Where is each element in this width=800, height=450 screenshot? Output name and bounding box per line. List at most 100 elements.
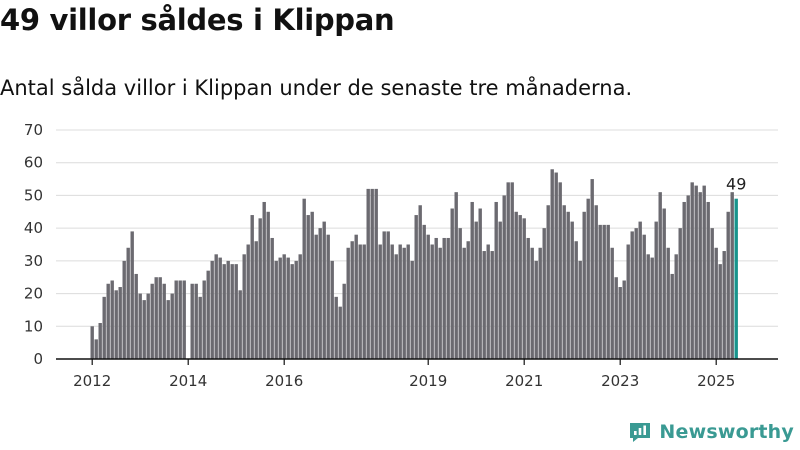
bar: [606, 224, 610, 359]
bar: [446, 237, 450, 359]
bar: [370, 188, 374, 359]
bar: [138, 293, 142, 359]
bar: [190, 283, 194, 359]
bar: [98, 323, 102, 359]
bar: [230, 264, 234, 359]
x-tick-label: 2019: [409, 372, 447, 390]
bar: [366, 188, 370, 359]
bar: [618, 287, 622, 359]
bar: [658, 192, 662, 359]
bar: [358, 244, 362, 359]
bar: [290, 264, 294, 359]
bar: [274, 260, 278, 359]
bar: [698, 192, 702, 359]
bar: [166, 300, 170, 359]
bar: [102, 296, 106, 359]
bar: [694, 185, 698, 359]
bar: [722, 251, 726, 359]
bar: [610, 247, 614, 359]
bar: [286, 257, 290, 359]
bar: [162, 283, 166, 359]
bar: [106, 283, 110, 359]
bar: [570, 221, 574, 359]
bar: [294, 260, 298, 359]
bar: [118, 287, 122, 359]
bar: [334, 296, 338, 359]
bar: [426, 234, 430, 359]
bar: [490, 251, 494, 359]
bar: [182, 280, 186, 359]
bar: [430, 244, 434, 359]
bar: [666, 247, 670, 359]
bar: [318, 228, 322, 359]
bar: [582, 211, 586, 359]
bar: [154, 277, 158, 359]
chart-subtitle: Antal sålda villor i Klippan under de se…: [0, 76, 633, 100]
bar: [510, 182, 514, 359]
bar: [142, 300, 146, 359]
bar: [506, 182, 510, 359]
bar: [402, 247, 406, 359]
bar: [210, 260, 214, 359]
bar: [718, 264, 722, 359]
bar: [630, 231, 634, 359]
bar: [662, 208, 666, 359]
bar: [346, 247, 350, 359]
bar: [450, 208, 454, 359]
bar: [246, 244, 250, 359]
bar: [646, 254, 650, 359]
bar: [398, 244, 402, 359]
bar: [378, 244, 382, 359]
bar: [502, 195, 506, 359]
bar: [414, 215, 418, 359]
bar: [462, 247, 466, 359]
bar: [518, 215, 522, 359]
bar: [598, 224, 602, 359]
bar: [202, 280, 206, 359]
x-tick-label: 2025: [697, 372, 735, 390]
bar: [530, 247, 534, 359]
x-tick-label: 2021: [505, 372, 543, 390]
bar: [550, 169, 554, 359]
bar: [406, 244, 410, 359]
bar: [410, 260, 414, 359]
bar: [374, 188, 378, 359]
bar: [330, 260, 334, 359]
bar: [238, 290, 242, 359]
bar: [578, 260, 582, 359]
x-tick-label: 2016: [265, 372, 303, 390]
bar: [298, 254, 302, 359]
bar: [270, 237, 274, 359]
y-tick-label: 60: [24, 154, 43, 172]
labels: 0 10 20 30 40 50 60 70 2012 2014 2016 2019 2021 2023 2…: [24, 121, 746, 390]
bar: [458, 228, 462, 359]
bar: [342, 283, 346, 359]
bar: [678, 228, 682, 359]
bar: [622, 280, 626, 359]
bar: [534, 260, 538, 359]
bar: [362, 244, 366, 359]
bar: [442, 237, 446, 359]
bar: [282, 254, 286, 359]
bar: [114, 290, 118, 359]
brand-logo[interactable]: Newsworthy: [628, 420, 794, 444]
bar: [654, 221, 658, 359]
bar: [90, 326, 94, 359]
bar: [158, 277, 162, 359]
bar: [418, 205, 422, 359]
bar: [214, 254, 218, 359]
bar: [470, 201, 474, 359]
bar: [614, 277, 618, 359]
bar: [566, 211, 570, 359]
bar: [482, 251, 486, 359]
bar: [310, 211, 314, 359]
bar: [726, 211, 730, 359]
bar: [126, 247, 130, 359]
bar: [350, 241, 354, 359]
bar: [670, 273, 674, 359]
bar: [438, 247, 442, 359]
bar-chart: 0 10 20 30 40 50 60 70 2012 2014 2016 2019 2021 2023 2…: [24, 121, 778, 390]
chart-title: 49 villor såldes i Klippan: [0, 3, 395, 37]
y-tick-label: 0: [33, 350, 43, 368]
bar: [454, 192, 458, 359]
